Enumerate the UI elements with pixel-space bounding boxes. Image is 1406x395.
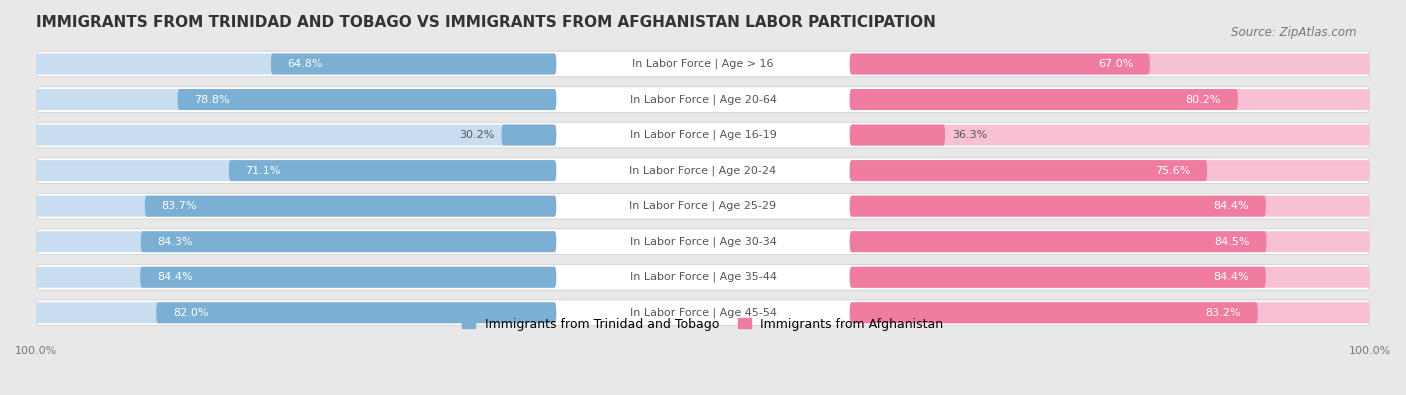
FancyBboxPatch shape bbox=[37, 89, 557, 110]
Text: 78.8%: 78.8% bbox=[194, 94, 229, 105]
Text: In Labor Force | Age > 16: In Labor Force | Age > 16 bbox=[633, 59, 773, 69]
Text: 30.2%: 30.2% bbox=[460, 130, 495, 140]
Text: In Labor Force | Age 20-64: In Labor Force | Age 20-64 bbox=[630, 94, 776, 105]
FancyBboxPatch shape bbox=[849, 89, 1369, 110]
Text: In Labor Force | Age 25-29: In Labor Force | Age 25-29 bbox=[630, 201, 776, 211]
FancyBboxPatch shape bbox=[37, 196, 557, 216]
Text: 84.4%: 84.4% bbox=[1213, 201, 1249, 211]
FancyBboxPatch shape bbox=[849, 231, 1369, 252]
FancyBboxPatch shape bbox=[37, 231, 557, 252]
FancyBboxPatch shape bbox=[849, 302, 1369, 323]
FancyBboxPatch shape bbox=[156, 302, 557, 323]
FancyBboxPatch shape bbox=[37, 194, 1369, 219]
FancyBboxPatch shape bbox=[177, 89, 557, 110]
FancyBboxPatch shape bbox=[849, 302, 1258, 323]
Text: 75.6%: 75.6% bbox=[1156, 166, 1191, 176]
Text: In Labor Force | Age 16-19: In Labor Force | Age 16-19 bbox=[630, 130, 776, 140]
Legend: Immigrants from Trinidad and Tobago, Immigrants from Afghanistan: Immigrants from Trinidad and Tobago, Imm… bbox=[457, 312, 949, 335]
Text: IMMIGRANTS FROM TRINIDAD AND TOBAGO VS IMMIGRANTS FROM AFGHANISTAN LABOR PARTICI: IMMIGRANTS FROM TRINIDAD AND TOBAGO VS I… bbox=[37, 15, 936, 30]
FancyBboxPatch shape bbox=[37, 160, 557, 181]
FancyBboxPatch shape bbox=[849, 231, 1267, 252]
FancyBboxPatch shape bbox=[37, 300, 1369, 325]
FancyBboxPatch shape bbox=[37, 302, 557, 323]
FancyBboxPatch shape bbox=[849, 89, 1237, 110]
Text: In Labor Force | Age 20-24: In Labor Force | Age 20-24 bbox=[630, 166, 776, 176]
FancyBboxPatch shape bbox=[37, 53, 557, 75]
FancyBboxPatch shape bbox=[141, 267, 557, 288]
FancyBboxPatch shape bbox=[849, 196, 1265, 216]
Text: In Labor Force | Age 45-54: In Labor Force | Age 45-54 bbox=[630, 308, 776, 318]
Text: 82.0%: 82.0% bbox=[173, 308, 208, 318]
Text: In Labor Force | Age 30-34: In Labor Force | Age 30-34 bbox=[630, 237, 776, 247]
FancyBboxPatch shape bbox=[849, 124, 945, 146]
FancyBboxPatch shape bbox=[37, 229, 1369, 254]
FancyBboxPatch shape bbox=[849, 267, 1265, 288]
Text: 67.0%: 67.0% bbox=[1098, 59, 1133, 69]
FancyBboxPatch shape bbox=[849, 124, 1369, 146]
FancyBboxPatch shape bbox=[229, 160, 557, 181]
FancyBboxPatch shape bbox=[37, 264, 1369, 290]
FancyBboxPatch shape bbox=[37, 122, 1369, 148]
FancyBboxPatch shape bbox=[37, 87, 1369, 112]
FancyBboxPatch shape bbox=[141, 231, 557, 252]
FancyBboxPatch shape bbox=[37, 158, 1369, 183]
Text: 84.3%: 84.3% bbox=[157, 237, 193, 247]
FancyBboxPatch shape bbox=[849, 160, 1208, 181]
Text: 64.8%: 64.8% bbox=[288, 59, 323, 69]
FancyBboxPatch shape bbox=[849, 53, 1150, 75]
FancyBboxPatch shape bbox=[145, 196, 557, 216]
Text: 84.4%: 84.4% bbox=[157, 272, 193, 282]
Text: 36.3%: 36.3% bbox=[952, 130, 987, 140]
FancyBboxPatch shape bbox=[271, 53, 557, 75]
FancyBboxPatch shape bbox=[849, 160, 1369, 181]
FancyBboxPatch shape bbox=[849, 53, 1369, 75]
FancyBboxPatch shape bbox=[849, 196, 1369, 216]
Text: 84.4%: 84.4% bbox=[1213, 272, 1249, 282]
Text: 83.7%: 83.7% bbox=[162, 201, 197, 211]
FancyBboxPatch shape bbox=[849, 267, 1369, 288]
Text: 71.1%: 71.1% bbox=[246, 166, 281, 176]
Text: In Labor Force | Age 35-44: In Labor Force | Age 35-44 bbox=[630, 272, 776, 282]
FancyBboxPatch shape bbox=[37, 51, 1369, 77]
FancyBboxPatch shape bbox=[502, 124, 557, 146]
Text: 83.2%: 83.2% bbox=[1206, 308, 1241, 318]
FancyBboxPatch shape bbox=[37, 267, 557, 288]
Text: 80.2%: 80.2% bbox=[1185, 94, 1222, 105]
FancyBboxPatch shape bbox=[37, 124, 557, 146]
Text: Source: ZipAtlas.com: Source: ZipAtlas.com bbox=[1232, 26, 1357, 39]
Text: 84.5%: 84.5% bbox=[1215, 237, 1250, 247]
